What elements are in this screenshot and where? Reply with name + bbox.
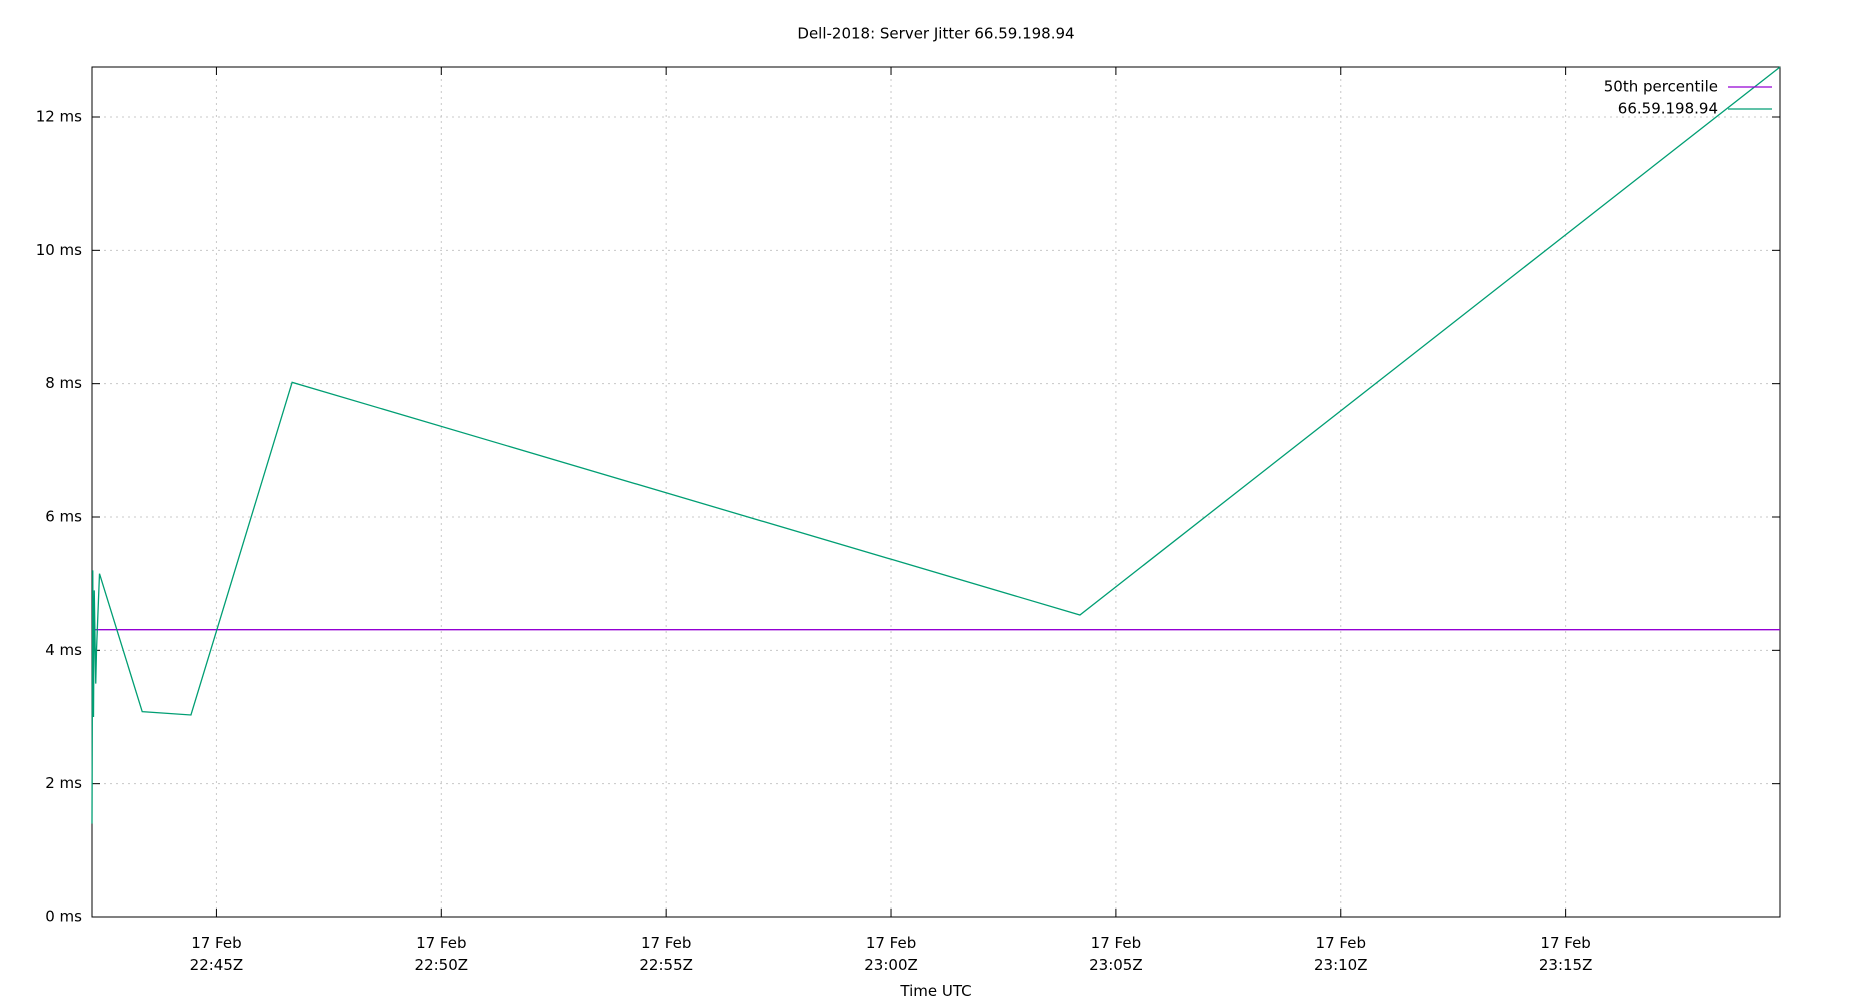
legend-label: 66.59.198.94: [1618, 100, 1718, 118]
x-tick-label: 17 Feb 22:50Z: [415, 934, 469, 974]
x-tick-label-line: 23:10Z: [1314, 956, 1368, 974]
x-tick-label-line: 22:55Z: [639, 956, 693, 974]
x-tick-label: 17 Feb 22:55Z: [639, 934, 693, 974]
x-tick-label: 17 Feb 22:45Z: [190, 934, 244, 974]
y-tick-label: 4 ms: [45, 641, 82, 659]
x-tick-label-line: 17 Feb: [416, 934, 466, 952]
y-tick-label: 12 ms: [36, 108, 82, 126]
x-tick-label-line: 17 Feb: [191, 934, 241, 952]
x-axis-label: Time UTC: [899, 982, 971, 1000]
x-tick-label: 17 Feb 23:15Z: [1539, 934, 1593, 974]
legend-label: 50th percentile: [1604, 78, 1718, 96]
chart-title: Dell-2018: Server Jitter 66.59.198.94: [797, 25, 1074, 43]
x-tick-label-line: 17 Feb: [641, 934, 691, 952]
y-tick-label: 2 ms: [45, 774, 82, 792]
x-tick-label-line: 17 Feb: [1540, 934, 1590, 952]
x-tick-label-line: 23:05Z: [1089, 956, 1143, 974]
series-line: [91, 66, 1781, 824]
y-tick-label: 8 ms: [45, 374, 82, 392]
x-tick-label: 17 Feb 23:00Z: [864, 934, 918, 974]
x-tick-label-line: 22:45Z: [190, 956, 244, 974]
x-tick-label: 17 Feb 23:05Z: [1089, 934, 1143, 974]
x-tick-label: 17 Feb 23:10Z: [1314, 934, 1368, 974]
x-tick-label-line: 17 Feb: [1316, 934, 1366, 952]
y-tick-label: 6 ms: [45, 508, 82, 526]
y-tick-label: 0 ms: [45, 908, 82, 926]
x-tick-label-line: 23:15Z: [1539, 956, 1593, 974]
x-tick-label-line: 23:00Z: [864, 956, 918, 974]
y-tick-label: 10 ms: [36, 241, 82, 259]
x-tick-label-line: 22:50Z: [415, 956, 469, 974]
x-tick-label-line: 17 Feb: [1091, 934, 1141, 952]
x-tick-label-line: 17 Feb: [866, 934, 916, 952]
plot-frame: [91, 66, 1781, 918]
